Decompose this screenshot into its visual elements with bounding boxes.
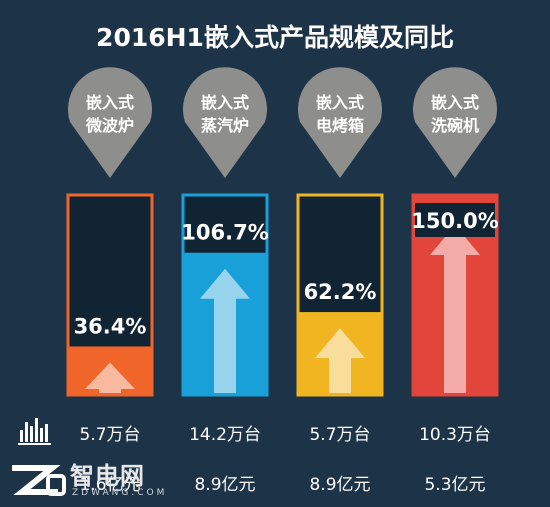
value-label-box [415,203,495,237]
value-label-box [185,214,265,249]
value-label: 36.4% [74,314,147,338]
value-label-box [300,274,380,309]
units-value: 5.7万台 [79,425,140,445]
revenue-value: 8.9亿元 [194,475,255,495]
category-label-line2: 微波炉 [85,116,134,135]
growth-arrow-icon [430,225,480,393]
growth-arrow-icon [200,268,250,393]
bar-group: 36.4% 106.7% 62.2% 150.0% [66,193,499,397]
pin-shape [68,67,152,178]
pin-shape [183,67,267,178]
category-label-line2: 电烤箱 [316,116,364,135]
bar: 62.2% [296,193,384,397]
value-label: 150.0% [411,209,498,233]
watermark-sub: ZDWANG.COM [72,488,168,498]
chart-title: 2016H1嵌入式产品规模及同比 [96,23,454,52]
pin-shape [298,67,382,178]
growth-arrow-icon [85,362,135,393]
value-label-box [70,308,150,343]
bar: 36.4% [66,193,154,397]
revenue-value: 5.3亿元 [424,475,485,495]
watermark-text: 智电网 [70,462,145,490]
units-value: 14.2万台 [189,425,261,445]
category-label-line1: 嵌入式 [431,93,479,112]
units-value: 10.3万台 [419,425,491,445]
category-label-line2: 洗碗机 [431,116,479,135]
watermark-logo-icon [8,462,168,502]
revenue-value: 1.6亿元 [79,475,140,495]
value-label: 62.2% [304,280,377,304]
stats-rows: 5.7万台 1.6亿元 14.2万台 8.9亿元 5.7万台 8.9亿元 10.3万台 5.3… [79,425,490,495]
category-label-line1: 嵌入式 [86,93,134,112]
category-label-line1: 嵌入式 [201,93,249,112]
bar: 106.7% [181,193,269,397]
value-label: 106.7% [181,221,268,245]
pin-shape [413,67,498,178]
growth-arrow-icon [315,328,365,393]
bar: 150.0% [411,193,499,397]
category-label-line2: 蒸汽炉 [201,116,249,135]
bar-chart-icon [18,418,51,445]
units-value: 5.7万台 [309,425,370,445]
revenue-value: 8.9亿元 [309,475,370,495]
category-label-line1: 嵌入式 [316,93,364,112]
